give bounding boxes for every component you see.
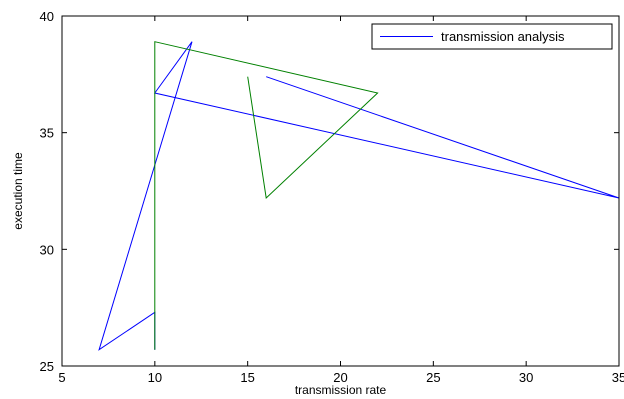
x-tick-label: 10	[148, 370, 162, 385]
x-axis-label: transmission rate	[295, 383, 387, 397]
y-tick-label: 40	[40, 9, 54, 24]
x-tick-label: 20	[333, 370, 347, 385]
x-axis-ticks: 5 10 15 20 25 30 35	[58, 16, 624, 385]
y-axis-ticks: 25 30 35 40	[40, 9, 619, 374]
series-line-1	[154, 41, 379, 350]
y-tick-label: 30	[40, 242, 54, 257]
x-tick-label: 30	[519, 370, 533, 385]
x-tick-label: 5	[58, 370, 65, 385]
x-tick-label: 35	[612, 370, 624, 385]
x-tick-label: 15	[240, 370, 254, 385]
y-tick-label: 25	[40, 359, 54, 374]
x-tick-label: 25	[426, 370, 440, 385]
legend: transmission analysis	[371, 23, 613, 50]
legend-entry-label: transmission analysis	[441, 29, 565, 44]
y-axis-label: execution time	[11, 152, 25, 230]
y-tick-label: 35	[40, 126, 54, 141]
